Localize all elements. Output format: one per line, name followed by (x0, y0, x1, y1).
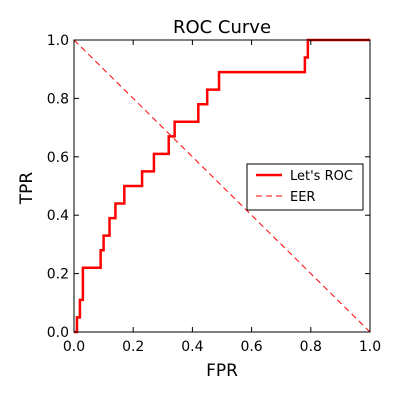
legend-box (246, 163, 364, 211)
x-tick-label: 0.8 (300, 339, 322, 355)
ticks-layer: 0.0 0.2 0.4 0.6 0.8 1.0 0.0 0.2 0.4 0.6 0.8 1.0 (47, 33, 381, 355)
x-tick-label: 0.0 (63, 339, 85, 355)
x-tick-label: 0.4 (181, 339, 203, 355)
legend: Let's ROC EER (246, 163, 364, 211)
legend-label-eer: EER (290, 190, 315, 205)
series-line-lets-roc (74, 38, 370, 334)
y-tick-label: 0.4 (47, 208, 69, 224)
y-axis-label: TPR (17, 172, 37, 206)
legend-label-lets-roc: Let's ROC (290, 169, 353, 184)
y-tick-label: 0.8 (47, 91, 69, 107)
plot-frame (73, 39, 371, 333)
x-axis-label: FPR (206, 361, 238, 381)
y-tick-label: 0.6 (47, 150, 69, 166)
x-tick-label: 1.0 (359, 339, 381, 355)
y-tick-label: 0.2 (47, 267, 69, 283)
chart-title: ROC Curve (173, 17, 271, 38)
y-tick-label: 1.0 (47, 33, 69, 49)
x-tick-label: 0.6 (240, 339, 262, 355)
x-tick-label: 0.2 (122, 339, 144, 355)
y-tick-label: 0.0 (47, 325, 69, 341)
series-layer (73, 38, 371, 334)
